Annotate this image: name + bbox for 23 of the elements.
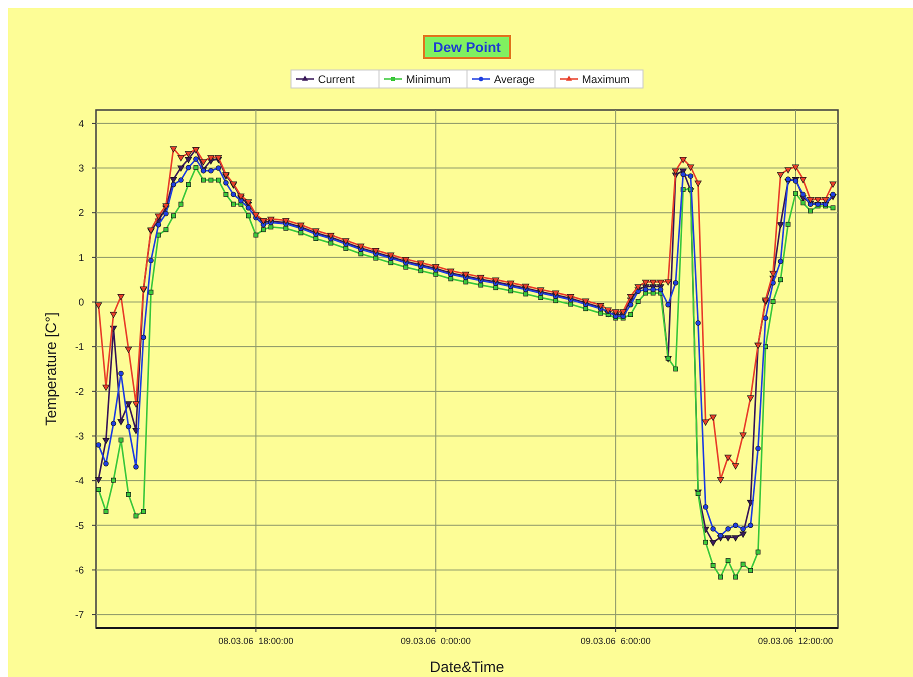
- y-tick-label: -3: [75, 431, 84, 442]
- chart-title: Dew Point: [433, 39, 502, 55]
- y-tick-label: -2: [75, 386, 84, 398]
- legend-label: Current: [318, 74, 355, 86]
- y-tick-label: 0: [78, 298, 84, 309]
- x-tick-label: 09.03.06 0:00:00: [400, 636, 471, 646]
- y-tick-label: 3: [78, 164, 84, 175]
- y-tick-label: -5: [75, 520, 84, 532]
- y-tick-label: 2: [78, 208, 84, 220]
- y-tick-label: -1: [75, 342, 84, 354]
- y-tick-label: -4: [75, 476, 84, 488]
- x-tick-label: 09.03.06 12:00:00: [758, 636, 834, 646]
- y-tick-label: -6: [75, 565, 84, 576]
- legend-label: Minimum: [406, 74, 451, 86]
- y-tick-label: 4: [78, 118, 84, 130]
- y-tick-label: 1: [78, 252, 84, 264]
- x-tick-label: 09.03.06 6:00:00: [580, 636, 651, 646]
- x-axis-title: Date&Time: [430, 659, 504, 676]
- y-tick-label: -7: [75, 610, 84, 622]
- x-tick-label: 08.03.06 18:00:00: [218, 636, 294, 646]
- legend-label: Average: [494, 74, 535, 86]
- y-axis-title: Temperature [C°]: [43, 312, 60, 426]
- legend-label: Maximum: [582, 74, 630, 86]
